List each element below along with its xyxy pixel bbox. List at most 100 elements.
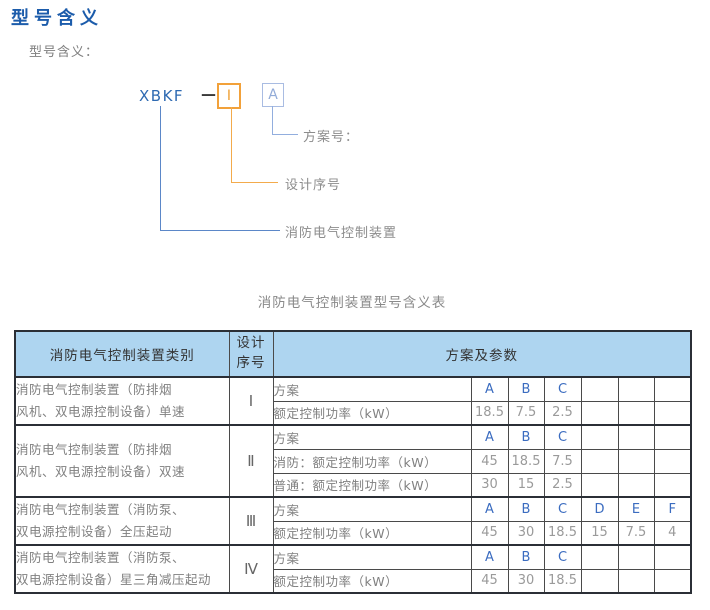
param-cell: A	[470, 424, 509, 450]
design-connector-vertical	[231, 107, 232, 183]
param-cell: 15	[580, 520, 619, 546]
table-row: 消防电气控制装置（防排烟 风机、双电源控制设备）双速 Ⅱ 方案 A B C	[14, 424, 692, 498]
param-cell	[653, 472, 692, 498]
param-cell	[653, 448, 692, 474]
param-cell: A	[470, 496, 509, 522]
design-connector-horizontal	[231, 182, 278, 183]
row-label: 额定控制功率（kW）	[272, 568, 472, 594]
param-cell: D	[580, 496, 619, 522]
param-cell	[617, 544, 655, 570]
param-cell: 30	[507, 520, 545, 546]
param-cell: B	[507, 496, 545, 522]
device-label: 消防电气控制装置	[285, 226, 398, 241]
table-header-row: 消防电气控制装置类别 设计 序号 方案及参数	[14, 330, 692, 378]
device-connector-horizontal	[160, 230, 280, 231]
param-cell: E	[617, 496, 655, 522]
dash-separator: —	[201, 85, 216, 103]
table-row: 消防电气控制装置（消防泵、 双电源控制设备）星三角减压起动 Ⅳ 方案 A B C	[14, 544, 692, 594]
param-cell: C	[543, 544, 582, 570]
row-label: 额定控制功率（kW）	[272, 520, 472, 546]
table-row: 额定控制功率（kW） 18.5 7.5 2.5	[15, 400, 692, 426]
param-cell: 45	[470, 448, 509, 474]
scheme-label: 方案号：	[303, 130, 360, 145]
param-cell	[653, 568, 692, 594]
table-row: 消防：额定控制功率（kW） 45 18.5 7.5	[15, 448, 692, 474]
param-cell	[617, 448, 655, 474]
scheme-connector-horizontal	[272, 134, 298, 135]
param-cell	[580, 472, 619, 498]
param-cell: F	[653, 496, 692, 522]
param-cell: 18.5	[543, 568, 582, 594]
param-cell: 30	[507, 568, 545, 594]
serial-cell: Ⅰ	[228, 376, 274, 426]
param-cell: 7.5	[543, 448, 582, 474]
row-label: 方案	[272, 496, 472, 522]
param-cell: 7.5	[507, 400, 545, 426]
param-cell: B	[507, 544, 545, 570]
param-cell	[580, 376, 619, 402]
model-meaning-table: 消防电气控制装置类别 设计 序号 方案及参数 消防电气控制装置（防排烟 风机、双…	[14, 330, 693, 594]
serial-cell: Ⅳ	[228, 544, 274, 594]
table-row: 额定控制功率（kW） 45 30 18.5	[15, 568, 692, 594]
param-cell: 45	[470, 568, 509, 594]
param-cell: 18.5	[470, 400, 509, 426]
table-row: 消防电气控制装置（消防泵、 双电源控制设备）全压起动 Ⅲ 方案 A B C D …	[14, 496, 692, 546]
param-cell	[653, 544, 692, 570]
param-cell	[617, 400, 655, 426]
param-cell	[653, 376, 692, 402]
table-row: 普通：额定控制功率（kW） 30 15 2.5	[15, 472, 692, 498]
scheme-index-box: A	[262, 83, 284, 107]
row-label: 方案	[272, 544, 472, 570]
header-category: 消防电气控制装置类别	[14, 330, 230, 378]
param-cell	[617, 472, 655, 498]
param-cell: 45	[470, 520, 509, 546]
param-cell: 18.5	[543, 520, 582, 546]
row-label: 消防：额定控制功率（kW）	[272, 448, 472, 474]
model-code-text: XBKF	[139, 87, 185, 105]
param-cell: 2.5	[543, 400, 582, 426]
row-label: 普通：额定控制功率（kW）	[272, 472, 472, 498]
serial-cell: Ⅲ	[228, 496, 274, 546]
row-label: 方案	[272, 376, 472, 402]
design-label: 设计序号	[285, 178, 342, 193]
param-cell	[653, 400, 692, 426]
param-cell: 7.5	[617, 520, 655, 546]
category-cell: 消防电气控制装置（消防泵、 双电源控制设备）全压起动	[14, 496, 230, 546]
page-title: 型号含义	[11, 8, 103, 29]
param-cell	[617, 376, 655, 402]
param-cell: C	[543, 496, 582, 522]
category-cell: 消防电气控制装置（防排烟 风机、双电源控制设备）双速	[14, 424, 230, 498]
param-cell: 30	[470, 472, 509, 498]
param-cell	[580, 448, 619, 474]
param-cell	[580, 544, 619, 570]
param-cell: 2.5	[543, 472, 582, 498]
param-cell	[617, 568, 655, 594]
header-serial: 设计 序号	[228, 330, 274, 378]
param-cell	[580, 400, 619, 426]
category-cell: 消防电气控制装置（消防泵、 双电源控制设备）星三角减压起动	[14, 544, 230, 594]
scheme-connector-vertical	[272, 106, 273, 135]
device-connector-vertical	[160, 106, 161, 230]
table-row: 消防电气控制装置（防排烟 风机、双电源控制设备）单速 Ⅰ 方案 A B C	[14, 376, 692, 426]
param-cell: 4	[653, 520, 692, 546]
param-cell: B	[507, 424, 545, 450]
param-cell	[617, 424, 655, 450]
section-label: 型号含义：	[29, 45, 100, 60]
param-cell	[653, 424, 692, 450]
param-cell: C	[543, 424, 582, 450]
category-cell: 消防电气控制装置（防排烟 风机、双电源控制设备）单速	[14, 376, 230, 426]
param-cell: A	[470, 376, 509, 402]
param-cell: 18.5	[507, 448, 545, 474]
row-label: 方案	[272, 424, 472, 450]
table-title: 消防电气控制装置型号含义表	[257, 295, 447, 311]
serial-cell: Ⅱ	[228, 424, 274, 498]
row-label: 额定控制功率（kW）	[272, 400, 472, 426]
header-params: 方案及参数	[272, 330, 692, 378]
table-row: 额定控制功率（kW） 45 30 18.5 15 7.5 4	[15, 520, 692, 546]
param-cell	[580, 568, 619, 594]
param-cell: B	[507, 376, 545, 402]
param-cell: 15	[507, 472, 545, 498]
design-index-box: Ⅰ	[217, 83, 241, 109]
param-cell: A	[470, 544, 509, 570]
